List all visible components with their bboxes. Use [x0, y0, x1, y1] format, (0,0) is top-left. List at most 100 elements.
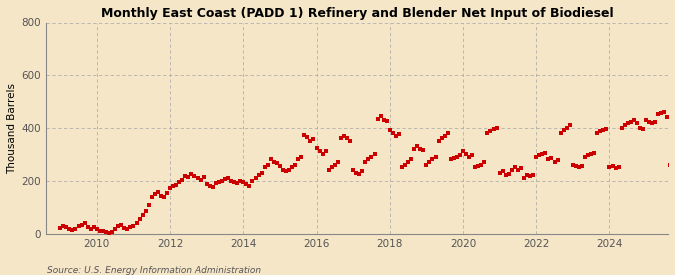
- Point: [327, 165, 338, 170]
- Point: [113, 224, 124, 228]
- Point: [522, 173, 533, 177]
- Point: [562, 125, 572, 130]
- Point: [296, 155, 306, 159]
- Point: [452, 155, 462, 159]
- Point: [104, 230, 115, 235]
- Point: [232, 181, 242, 185]
- Point: [277, 168, 288, 172]
- Point: [116, 222, 127, 227]
- Point: [626, 120, 637, 125]
- Point: [308, 137, 319, 142]
- Point: [305, 139, 316, 143]
- Point: [91, 227, 102, 231]
- Point: [342, 136, 352, 141]
- Point: [265, 157, 276, 162]
- Point: [549, 160, 560, 164]
- Point: [454, 153, 465, 157]
- Point: [101, 230, 111, 234]
- Point: [418, 148, 429, 152]
- Point: [58, 224, 69, 228]
- Point: [662, 115, 673, 119]
- Point: [574, 165, 585, 170]
- Point: [165, 186, 176, 190]
- Point: [446, 157, 456, 162]
- Point: [491, 125, 502, 130]
- Point: [500, 173, 511, 177]
- Point: [275, 164, 286, 168]
- Point: [271, 161, 282, 165]
- Point: [85, 226, 96, 231]
- Point: [122, 227, 133, 231]
- Point: [512, 168, 523, 172]
- Point: [131, 221, 142, 226]
- Point: [107, 230, 117, 234]
- Point: [174, 180, 185, 185]
- Point: [180, 174, 191, 178]
- Point: [79, 221, 90, 226]
- Point: [448, 156, 459, 160]
- Point: [372, 117, 383, 121]
- Point: [177, 178, 188, 182]
- Point: [436, 136, 447, 141]
- Point: [363, 157, 374, 162]
- Point: [155, 193, 166, 198]
- Point: [67, 228, 78, 232]
- Point: [671, 165, 675, 170]
- Point: [321, 149, 331, 154]
- Point: [311, 146, 322, 150]
- Point: [259, 165, 270, 170]
- Point: [528, 173, 539, 177]
- Point: [586, 152, 597, 156]
- Point: [284, 168, 294, 172]
- Point: [524, 174, 535, 178]
- Point: [543, 157, 554, 162]
- Point: [400, 163, 410, 167]
- Point: [668, 164, 675, 168]
- Point: [119, 226, 130, 230]
- Point: [201, 182, 212, 186]
- Point: [497, 169, 508, 173]
- Point: [189, 174, 200, 178]
- Point: [415, 147, 426, 151]
- Point: [644, 120, 655, 125]
- Point: [580, 155, 591, 159]
- Point: [638, 126, 649, 131]
- Point: [546, 156, 557, 160]
- Point: [213, 179, 224, 184]
- Point: [592, 131, 603, 135]
- Point: [345, 139, 356, 143]
- Point: [406, 157, 416, 162]
- Point: [183, 175, 194, 179]
- Point: [460, 152, 471, 156]
- Point: [146, 195, 157, 199]
- Point: [589, 150, 599, 155]
- Y-axis label: Thousand Barrels: Thousand Barrels: [7, 83, 17, 174]
- Point: [229, 179, 240, 184]
- Point: [540, 150, 551, 155]
- Point: [137, 213, 148, 218]
- Point: [610, 166, 621, 170]
- Point: [518, 176, 529, 180]
- Point: [650, 120, 661, 125]
- Point: [95, 229, 105, 233]
- Point: [281, 169, 292, 173]
- Point: [217, 178, 227, 183]
- Point: [205, 184, 215, 188]
- Point: [613, 165, 624, 170]
- Point: [250, 176, 261, 180]
- Point: [333, 160, 344, 164]
- Point: [357, 169, 368, 173]
- Point: [323, 168, 334, 172]
- Point: [149, 192, 160, 197]
- Point: [616, 125, 627, 130]
- Point: [384, 128, 395, 133]
- Point: [576, 164, 587, 168]
- Point: [263, 163, 273, 167]
- Point: [504, 172, 514, 176]
- Point: [482, 131, 493, 135]
- Point: [387, 131, 398, 135]
- Point: [653, 112, 664, 117]
- Point: [403, 160, 414, 164]
- Point: [211, 181, 221, 185]
- Point: [494, 170, 505, 175]
